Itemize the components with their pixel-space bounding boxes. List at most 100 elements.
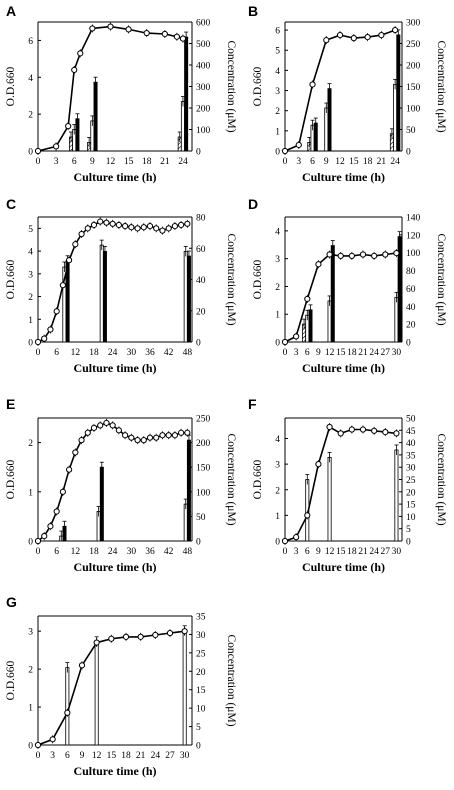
- od660-point: [364, 34, 371, 41]
- x-tick-label: 18: [89, 348, 99, 358]
- y-tick-label: 3: [275, 87, 280, 97]
- x-tick-label: 12: [335, 157, 345, 167]
- y2-tick-label: 5: [406, 525, 411, 535]
- y2-tick-label: 40: [196, 276, 206, 286]
- y2-axis-label: Concentration (μM): [225, 433, 237, 525]
- od660-point: [293, 333, 300, 340]
- x-tick-label: 36: [145, 348, 155, 358]
- od660-point: [72, 449, 79, 456]
- od660-point: [161, 30, 168, 38]
- x-tick-label: 36: [145, 547, 155, 557]
- od660-point: [109, 422, 116, 429]
- od660-point: [97, 422, 104, 429]
- y2-tick-label: 45: [406, 427, 416, 437]
- concentration-bar: [93, 81, 98, 152]
- y-tick-label: 2: [275, 486, 280, 496]
- concentration-bar: [184, 36, 189, 152]
- y-tick-label: 0: [28, 339, 33, 349]
- od660-point: [34, 147, 42, 155]
- od660-point: [281, 537, 289, 545]
- od660-point: [152, 631, 159, 639]
- y2-tick-label: 100: [406, 105, 421, 115]
- od660-point: [143, 29, 150, 37]
- x-tick-label: 18: [142, 157, 152, 167]
- od660-point: [295, 141, 302, 149]
- concentration-bar: [99, 466, 104, 542]
- y2-tick-label: 150: [196, 464, 211, 474]
- y2-tick-label: 100: [406, 249, 421, 259]
- od660-point: [350, 35, 357, 42]
- od660-point: [122, 633, 130, 640]
- od660-line: [37, 25, 184, 152]
- od660-point: [34, 338, 42, 346]
- y-tick-label: 0: [28, 538, 33, 548]
- concentration-bar: [394, 449, 399, 542]
- x-tick-label: 3: [54, 157, 59, 167]
- x-tick-label: 15: [336, 348, 346, 358]
- y2-tick-label: 0: [196, 742, 201, 752]
- y-tick-label: 2: [28, 439, 33, 449]
- y2-axis-label: Concentration (μM): [225, 40, 237, 132]
- x-tick-label: 24: [178, 157, 188, 167]
- x-tick-label: 9: [80, 751, 85, 761]
- od660-point: [159, 432, 166, 439]
- y2-tick-label: 35: [406, 451, 416, 461]
- x-tick-label: 18: [89, 547, 99, 557]
- concentration-bar: [102, 250, 107, 343]
- od660-line: [284, 425, 397, 542]
- x-tick-label: 6: [65, 751, 70, 761]
- od660-point: [109, 220, 116, 227]
- y2-tick-label: 200: [406, 62, 421, 72]
- od660-point: [59, 282, 66, 289]
- od660-point: [41, 335, 48, 342]
- od660-point: [115, 221, 122, 229]
- concentration-bar: [327, 456, 332, 542]
- y2-tick-label: 40: [406, 439, 416, 449]
- y-tick-label: 4: [275, 435, 280, 445]
- concentration-bar: [65, 667, 70, 746]
- y2-tick-label: 30: [196, 631, 206, 641]
- od660-point: [90, 424, 98, 431]
- x-tick-label: 21: [358, 348, 368, 358]
- od660-point: [71, 66, 78, 74]
- y2-tick-label: 400: [196, 62, 211, 72]
- x-tick-label: 27: [381, 348, 391, 358]
- y2-tick-label: 50: [406, 415, 416, 425]
- concentration-bar: [94, 641, 99, 746]
- concentration-bar: [324, 107, 329, 152]
- od660-point: [171, 222, 178, 230]
- y-tick-label: 1: [28, 488, 33, 498]
- x-axis-label: Culture time (h): [302, 361, 385, 375]
- od660-point: [371, 252, 378, 259]
- x-tick-label: 27: [165, 751, 175, 761]
- concentration-bar: [394, 296, 399, 343]
- panel-letter: E: [6, 396, 15, 412]
- od660-point: [359, 251, 367, 258]
- concentration-bar: [393, 83, 398, 152]
- x-tick-label: 6: [72, 157, 77, 167]
- od660-point: [103, 219, 110, 226]
- od660-point: [165, 225, 172, 232]
- x-tick-label: 0: [283, 348, 288, 358]
- y2-tick-label: 25: [196, 649, 206, 659]
- od660-point: [337, 430, 344, 437]
- od660-point: [122, 432, 129, 439]
- y2-tick-label: 0: [196, 148, 201, 158]
- concentration-bar: [182, 630, 187, 746]
- od660-point: [281, 338, 289, 346]
- y-tick-label: 3: [275, 461, 280, 471]
- x-tick-label: 9: [316, 348, 321, 358]
- od660-point: [72, 241, 79, 248]
- od660-point: [315, 461, 322, 468]
- y-tick-label: 2: [28, 111, 33, 121]
- y2-tick-label: 20: [196, 307, 206, 317]
- od660-point: [107, 23, 114, 30]
- od660-point: [184, 220, 191, 227]
- x-tick-label: 12: [325, 547, 335, 557]
- y2-tick-label: 120: [406, 231, 421, 241]
- y-tick-label: 2: [275, 107, 280, 117]
- x-tick-label: 6: [54, 547, 59, 557]
